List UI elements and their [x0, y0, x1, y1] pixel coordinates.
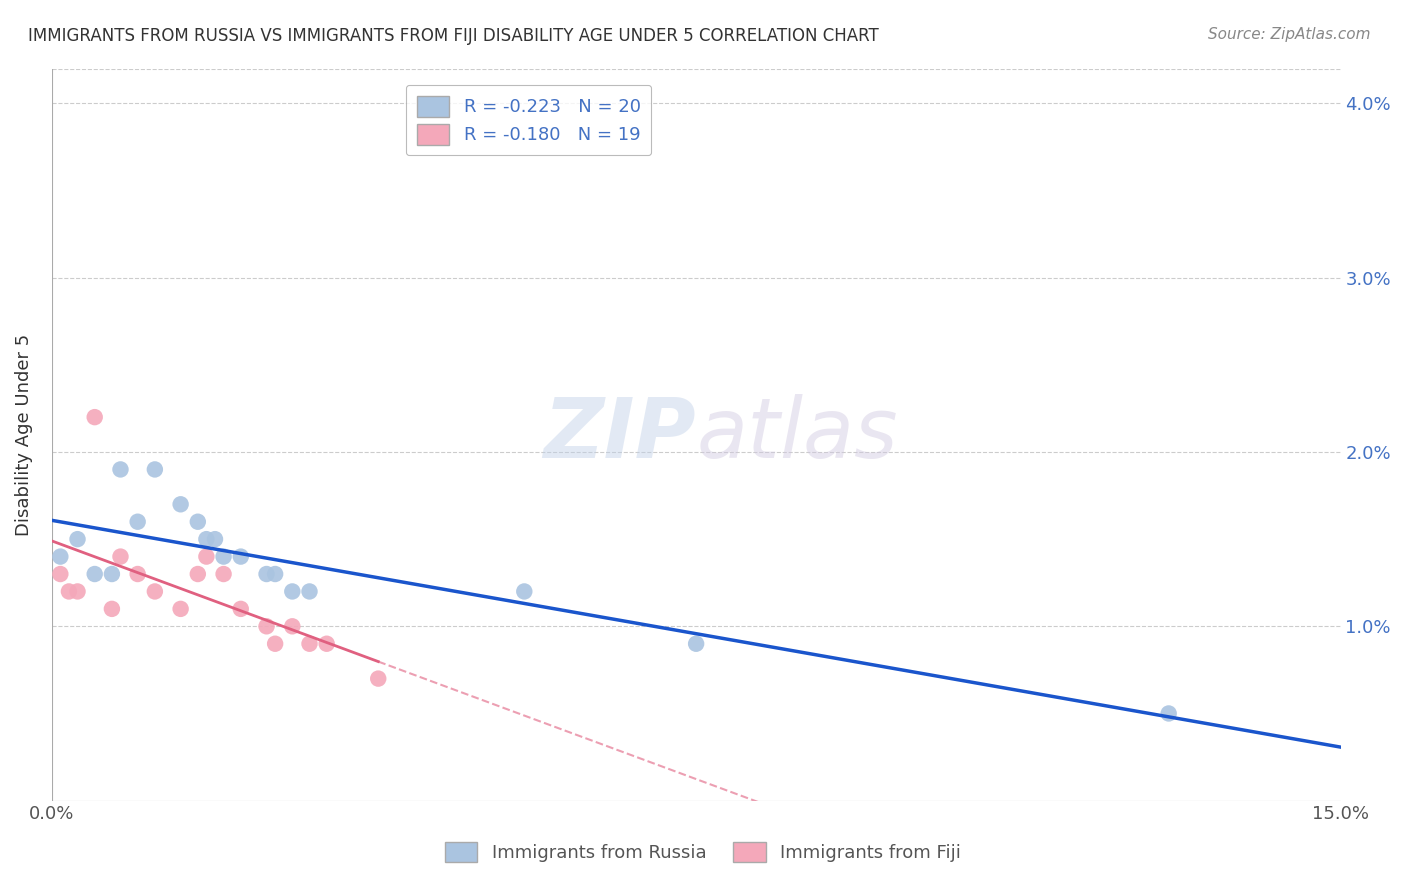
Point	[212, 549, 235, 564]
Point	[315, 637, 337, 651]
Point	[187, 567, 209, 582]
Point	[204, 532, 226, 546]
Point	[110, 549, 132, 564]
Text: IMMIGRANTS FROM RUSSIA VS IMMIGRANTS FROM FIJI DISABILITY AGE UNDER 5 CORRELATIO: IMMIGRANTS FROM RUSSIA VS IMMIGRANTS FRO…	[28, 27, 879, 45]
Y-axis label: Disability Age Under 5: Disability Age Under 5	[15, 334, 32, 536]
Point	[66, 532, 89, 546]
Point	[513, 584, 536, 599]
Point	[298, 584, 321, 599]
Point	[143, 462, 166, 476]
Point	[264, 567, 287, 582]
Point	[367, 672, 389, 686]
Point	[685, 637, 707, 651]
Point	[256, 567, 278, 582]
Point	[58, 584, 80, 599]
Point	[229, 602, 252, 616]
Point	[1157, 706, 1180, 721]
Point	[187, 515, 209, 529]
Text: ZIP: ZIP	[544, 394, 696, 475]
Point	[281, 619, 304, 633]
Legend: Immigrants from Russia, Immigrants from Fiji: Immigrants from Russia, Immigrants from …	[437, 834, 969, 870]
Point	[49, 567, 72, 582]
Point	[101, 602, 124, 616]
Point	[83, 410, 105, 425]
Point	[169, 497, 191, 511]
Point	[264, 637, 287, 651]
Point	[49, 549, 72, 564]
Point	[127, 515, 149, 529]
Point	[143, 584, 166, 599]
Point	[110, 462, 132, 476]
Legend: R = -0.223   N = 20, R = -0.180   N = 19: R = -0.223 N = 20, R = -0.180 N = 19	[406, 85, 651, 155]
Point	[195, 532, 218, 546]
Point	[195, 549, 218, 564]
Point	[212, 567, 235, 582]
Point	[256, 619, 278, 633]
Point	[66, 584, 89, 599]
Point	[101, 567, 124, 582]
Text: Source: ZipAtlas.com: Source: ZipAtlas.com	[1208, 27, 1371, 42]
Point	[281, 584, 304, 599]
Point	[83, 567, 105, 582]
Point	[298, 637, 321, 651]
Point	[169, 602, 191, 616]
Text: atlas: atlas	[696, 394, 898, 475]
Point	[229, 549, 252, 564]
Point	[127, 567, 149, 582]
